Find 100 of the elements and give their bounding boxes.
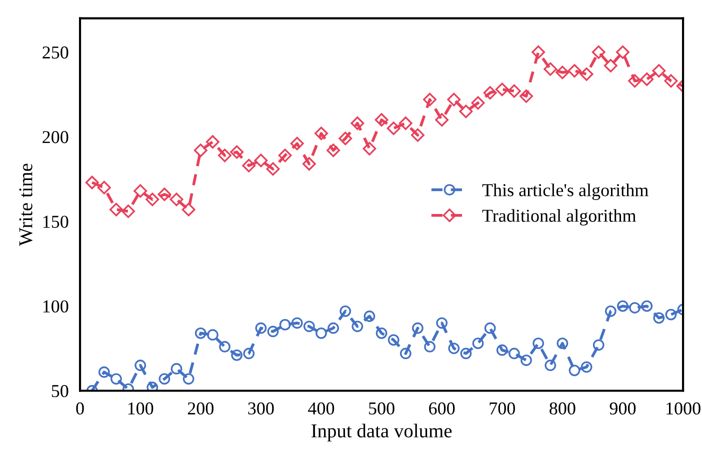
point [495,82,509,96]
point [219,341,230,352]
point [316,327,327,339]
point [471,96,485,110]
x-tick-label: 100 [128,402,154,415]
point [254,154,268,168]
point [362,142,376,156]
point [109,202,123,216]
point [496,344,508,356]
point [388,334,400,346]
point [616,45,630,59]
point [158,373,170,385]
point [170,192,184,206]
point [628,74,642,88]
point [592,45,606,59]
point [146,192,160,206]
point [302,157,316,171]
point [448,342,460,354]
point [243,348,255,360]
point [398,116,412,130]
x-tick-label: 800 [550,402,576,415]
point [483,86,497,100]
legend-label: Traditional algorithm [482,209,636,226]
y-tick-label: 200 [42,131,68,144]
x-tick-label: 300 [248,402,274,415]
x-axis-title: Input data volume [312,424,452,442]
point [459,104,473,118]
x-tick-label: 900 [610,402,636,415]
point [194,144,208,158]
point [374,113,388,127]
point [326,144,340,158]
point [508,348,520,360]
point [410,128,424,142]
point [664,74,678,88]
x-tick-label: 1000 [666,402,700,415]
point [218,148,232,162]
point [507,84,521,98]
x-tick-label: 400 [308,402,334,415]
point [460,348,472,360]
point [532,338,544,350]
point [653,312,665,324]
point [617,300,628,312]
point [267,326,279,338]
point [376,327,388,339]
x-tick-label: 500 [369,402,394,415]
x-tick-label: 0 [76,402,84,415]
y-tick-label: 100 [43,300,68,313]
point [412,322,424,334]
point [484,322,496,334]
point [423,92,437,106]
point [85,176,99,190]
point [134,360,146,372]
point [242,158,256,172]
x-tick-label: 600 [429,402,455,415]
x-tick-label: 200 [188,402,214,415]
point [255,322,267,334]
point [641,300,653,312]
point [629,302,640,314]
point [110,373,122,385]
point [604,305,616,317]
point [386,122,400,136]
point [568,364,580,376]
point [314,126,328,140]
point [604,58,618,72]
y-tick-label: 150 [43,216,68,228]
point [146,382,158,391]
point [472,338,484,350]
point [447,92,461,106]
point [340,305,352,317]
point [182,373,194,385]
point [291,317,303,329]
point [544,360,556,372]
point [206,135,220,149]
point [231,349,243,361]
point [98,366,110,378]
point [206,329,218,341]
point [568,64,582,78]
point [520,89,533,103]
point [665,308,677,320]
point [640,72,654,86]
point [279,319,291,330]
point [230,145,244,159]
point [134,184,148,198]
point [364,310,376,322]
point [290,136,304,150]
point [266,162,280,176]
point [278,148,292,162]
point [424,341,436,352]
point [556,338,568,350]
point [556,66,570,80]
point [580,67,594,81]
point [122,204,135,218]
point [350,116,364,130]
point [436,317,448,329]
point [338,132,352,146]
point [400,348,412,360]
point [520,354,532,366]
point [652,64,666,78]
point [580,361,592,373]
y-tick-label: 250 [42,46,68,59]
